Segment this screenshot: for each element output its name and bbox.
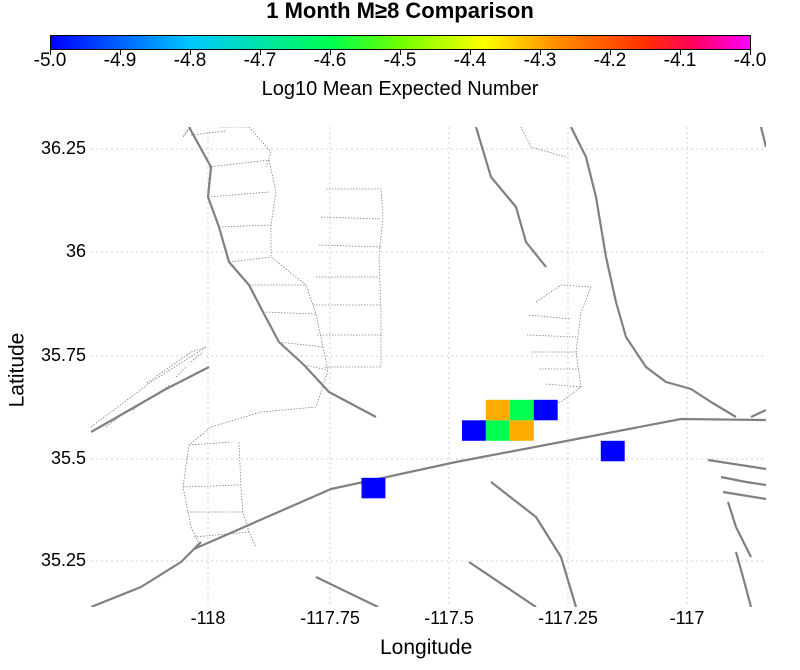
colorbar-tick-label: -4.3 [523, 50, 557, 71]
colorbar-tick [540, 50, 541, 55]
colorbar-tick [330, 50, 331, 55]
heatmap-cell [361, 477, 386, 499]
heatmap-cell [600, 440, 625, 462]
x-tick-label: -117.5 [424, 608, 474, 628]
colorbar-tick-label: -4.0 [733, 50, 767, 71]
y-tick-label: 35.75 [40, 345, 86, 365]
colorbar-tick [120, 50, 121, 55]
fault-lines [91, 127, 766, 607]
heatmap-cell [509, 420, 534, 441]
colorbar-tick-label: -4.2 [593, 50, 627, 71]
y-tick-label: 36.25 [40, 138, 86, 158]
heatmap-cell [533, 399, 558, 421]
colorbar-tick [190, 50, 191, 55]
colorbar-tick-label: -4.9 [103, 50, 137, 71]
gridlines [91, 127, 766, 607]
heatmap-cells [361, 399, 625, 499]
colorbar-tick-label: -4.7 [243, 50, 277, 71]
x-tick-label: -117.25 [538, 608, 598, 628]
heatmap-cell [485, 399, 510, 421]
x-tick-label: -118 [190, 608, 226, 628]
colorbar-label: Log10 Mean Expected Number [261, 78, 539, 100]
y-tick-label: 36 [65, 241, 86, 261]
colorbar-tick [470, 50, 471, 55]
colorbar-tick [680, 50, 681, 55]
heatmap-cell [485, 420, 510, 441]
colorbar-tick-label: -4.5 [383, 50, 417, 71]
fault-segment-lines [91, 127, 592, 548]
colorbar-tick-label: -5.0 [33, 50, 67, 71]
colorbar-ticks: -5.0 -4.9 -4.8 -4.7 -4.6 -4.5 -4.4 -4.3 -4.2 -4.1… [0, 0, 800, 80]
colorbar-tick-label: -4.6 [313, 50, 347, 71]
colorbar-tick-label: -4.4 [453, 50, 487, 71]
x-tick-label: -117.75 [300, 608, 360, 628]
y-axis-title: Latitude [5, 332, 29, 408]
y-tick-label: 35.25 [40, 550, 86, 570]
colorbar-tick-label: -4.1 [663, 50, 697, 71]
heatmap-cell [509, 399, 534, 421]
x-axis-title: Longitude [380, 636, 473, 659]
colorbar-tick [750, 50, 751, 55]
colorbar [50, 35, 751, 50]
colorbar-tick-label: -4.8 [173, 50, 207, 71]
x-tick-label: -117 [669, 608, 705, 628]
y-tick-label: 35.5 [50, 448, 86, 468]
colorbar-tick [50, 50, 51, 55]
colorbar-tick [260, 50, 261, 55]
map-plot-area [91, 127, 766, 607]
chart-title: 1 Month M≥8 Comparison [266, 0, 534, 23]
colorbar-tick [400, 50, 401, 55]
colorbar-tick [610, 50, 611, 55]
heatmap-cell [462, 420, 486, 441]
